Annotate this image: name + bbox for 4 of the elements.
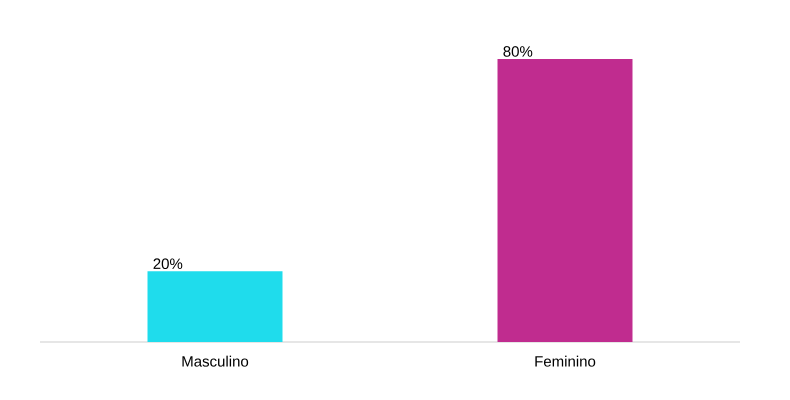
x-tick-label: Masculino [182,356,248,367]
data-label: 80% [503,46,532,57]
data-label: 20% [154,258,182,270]
x-tick-label: Feminino [535,356,596,367]
